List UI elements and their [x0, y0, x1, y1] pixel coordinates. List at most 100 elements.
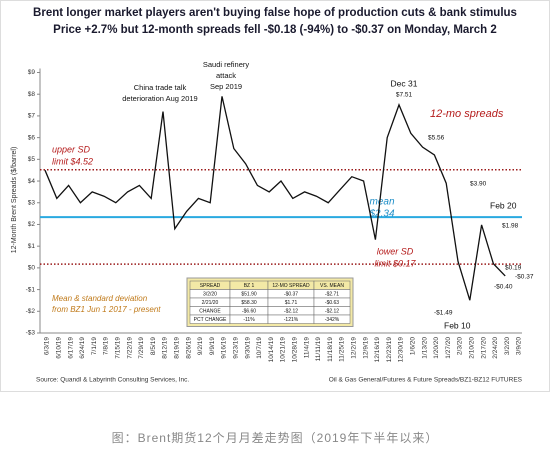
x-tick-label: 8/19/19 — [174, 337, 181, 359]
annotation: attack — [216, 71, 236, 80]
table-text: $58.30 — [241, 300, 257, 306]
x-tick-label: 8/5/19 — [150, 337, 157, 355]
x-tick-label: 7/15/19 — [115, 337, 122, 359]
y-tick-label: -$2 — [26, 308, 36, 315]
x-tick-label: 9/9/19 — [209, 337, 216, 355]
annotation: $5.56 — [428, 135, 445, 142]
reference-label: lower SD — [377, 246, 414, 256]
y-tick-label: $0 — [28, 265, 36, 272]
annotation: China trade talk — [134, 83, 187, 92]
y-tick-label: $4 — [28, 178, 36, 185]
x-tick-label: 9/16/19 — [221, 337, 228, 359]
x-tick-label: 1/6/20 — [410, 337, 417, 355]
table-cell — [313, 314, 351, 324]
x-tick-label: 2/17/20 — [480, 337, 487, 359]
x-tick-label: 7/22/19 — [126, 337, 133, 359]
series-line — [44, 96, 506, 301]
table-text: $1.71 — [285, 300, 298, 306]
annotation: deterioration Aug 2019 — [122, 94, 197, 103]
reference-label: upper SD — [52, 144, 91, 154]
y-axis-label: 12-Month Brent Spreads ($/barrel) — [11, 147, 18, 254]
table-text: -$0.63 — [325, 300, 339, 306]
table-text: SPREAD — [200, 283, 221, 289]
annotation: $3.90 — [470, 181, 487, 188]
table-text: 2/21/20 — [202, 300, 219, 306]
x-tick-label: 7/29/19 — [138, 337, 145, 359]
reference-label: mean — [369, 197, 394, 208]
annotation: $7.51 — [396, 92, 413, 99]
source: Source: Quandl & Labyrinth Consulting Se… — [36, 377, 189, 384]
y-tick-label: $3 — [28, 199, 36, 206]
table-text: VS. MEAN — [320, 283, 344, 289]
table-text: -342% — [325, 317, 340, 323]
reference-label: $2.34 — [368, 209, 394, 220]
table-text: -$6.60 — [242, 309, 256, 315]
y-tick-label: $6 — [28, 134, 36, 141]
annotation: Saudi refinery — [203, 60, 250, 69]
x-tick-label: 10/21/19 — [280, 337, 287, 363]
x-tick-label: 11/4/19 — [303, 337, 310, 359]
x-tick-label: 1/20/20 — [433, 337, 440, 359]
reference-label: limit $0.17 — [374, 258, 416, 268]
annotation: -$0.37 — [515, 274, 534, 281]
x-tick-label: 2/3/20 — [457, 337, 464, 355]
y-tick-label: $9 — [28, 69, 36, 76]
x-tick-label: 9/23/19 — [233, 337, 240, 359]
y-tick-label: $1 — [28, 243, 36, 250]
table-text: PCT CHANGE — [194, 317, 227, 323]
table-text: -$2.12 — [325, 309, 339, 315]
x-tick-label: 12/2/19 — [351, 337, 358, 359]
table-text: -11% — [243, 317, 255, 323]
annotation: Sep 2019 — [210, 82, 242, 91]
annotation: -$0.40 — [494, 284, 513, 291]
x-tick-label: 3/2/20 — [504, 337, 511, 355]
x-tick-label: 11/25/19 — [339, 337, 346, 362]
reference-label: limit $4.52 — [52, 156, 93, 166]
annotation: from BZ1 Jun 1 2017 - present — [52, 305, 161, 314]
annotation: Feb 20 — [490, 200, 517, 210]
table-text: 12-MO SPREAD — [272, 283, 310, 289]
x-tick-label: 8/26/19 — [185, 337, 192, 359]
table-text: -$2.71 — [325, 292, 339, 298]
x-tick-label: 11/18/19 — [327, 337, 334, 362]
y-tick-label: $2 — [28, 221, 36, 228]
table-text: BZ 1 — [244, 283, 255, 289]
x-tick-label: 6/17/19 — [67, 337, 74, 359]
x-tick-label: 10/14/19 — [268, 337, 275, 363]
x-tick-label: 7/1/19 — [91, 337, 98, 355]
annotation: Feb 10 — [444, 320, 471, 330]
annotation: Mean & standard deviation — [52, 294, 148, 303]
x-tick-label: 9/2/19 — [197, 337, 204, 355]
table-text: -121% — [284, 317, 299, 323]
x-tick-label: 6/24/19 — [79, 337, 86, 359]
source: Oil & Gas General/Futures & Future Sprea… — [329, 377, 523, 384]
x-tick-label: 2/24/20 — [492, 337, 499, 359]
chart-title: Brent longer market players aren't buyin… — [33, 7, 517, 19]
chart-subtitle: Price +2.7% but 12-month spreads fell -$… — [53, 24, 497, 36]
annotation: -$1.49 — [434, 310, 453, 317]
table-text: -$2.12 — [284, 309, 298, 315]
y-tick-label: $5 — [28, 156, 36, 163]
table-text: 3/2/20 — [203, 292, 217, 298]
x-tick-label: 9/30/19 — [244, 337, 251, 359]
x-tick-label: 12/16/19 — [374, 337, 381, 363]
y-tick-label: $7 — [28, 113, 36, 120]
x-tick-label: 2/10/20 — [469, 337, 476, 359]
y-tick-label: -$3 — [26, 330, 36, 337]
x-tick-label: 1/13/20 — [421, 337, 428, 359]
annotation: 12-mo spreads — [430, 108, 504, 120]
table-text: -$0.37 — [284, 292, 298, 298]
x-tick-label: 3/9/20 — [516, 337, 523, 355]
table-text: CHANGE — [199, 309, 221, 315]
x-tick-label: 10/7/19 — [256, 337, 263, 359]
annotation: $0.19 — [505, 265, 522, 272]
caption: 图：Brent期货12个月月差走势图（2019年下半年以来） — [112, 430, 439, 445]
x-tick-label: 1/27/20 — [445, 337, 452, 359]
x-tick-label: 12/9/19 — [362, 337, 369, 359]
x-tick-label: 12/30/19 — [398, 337, 405, 363]
y-tick-label: -$1 — [26, 286, 36, 293]
y-tick-label: $8 — [28, 91, 36, 98]
x-tick-label: 6/3/19 — [44, 337, 51, 355]
annotation: $1.98 — [502, 223, 519, 230]
